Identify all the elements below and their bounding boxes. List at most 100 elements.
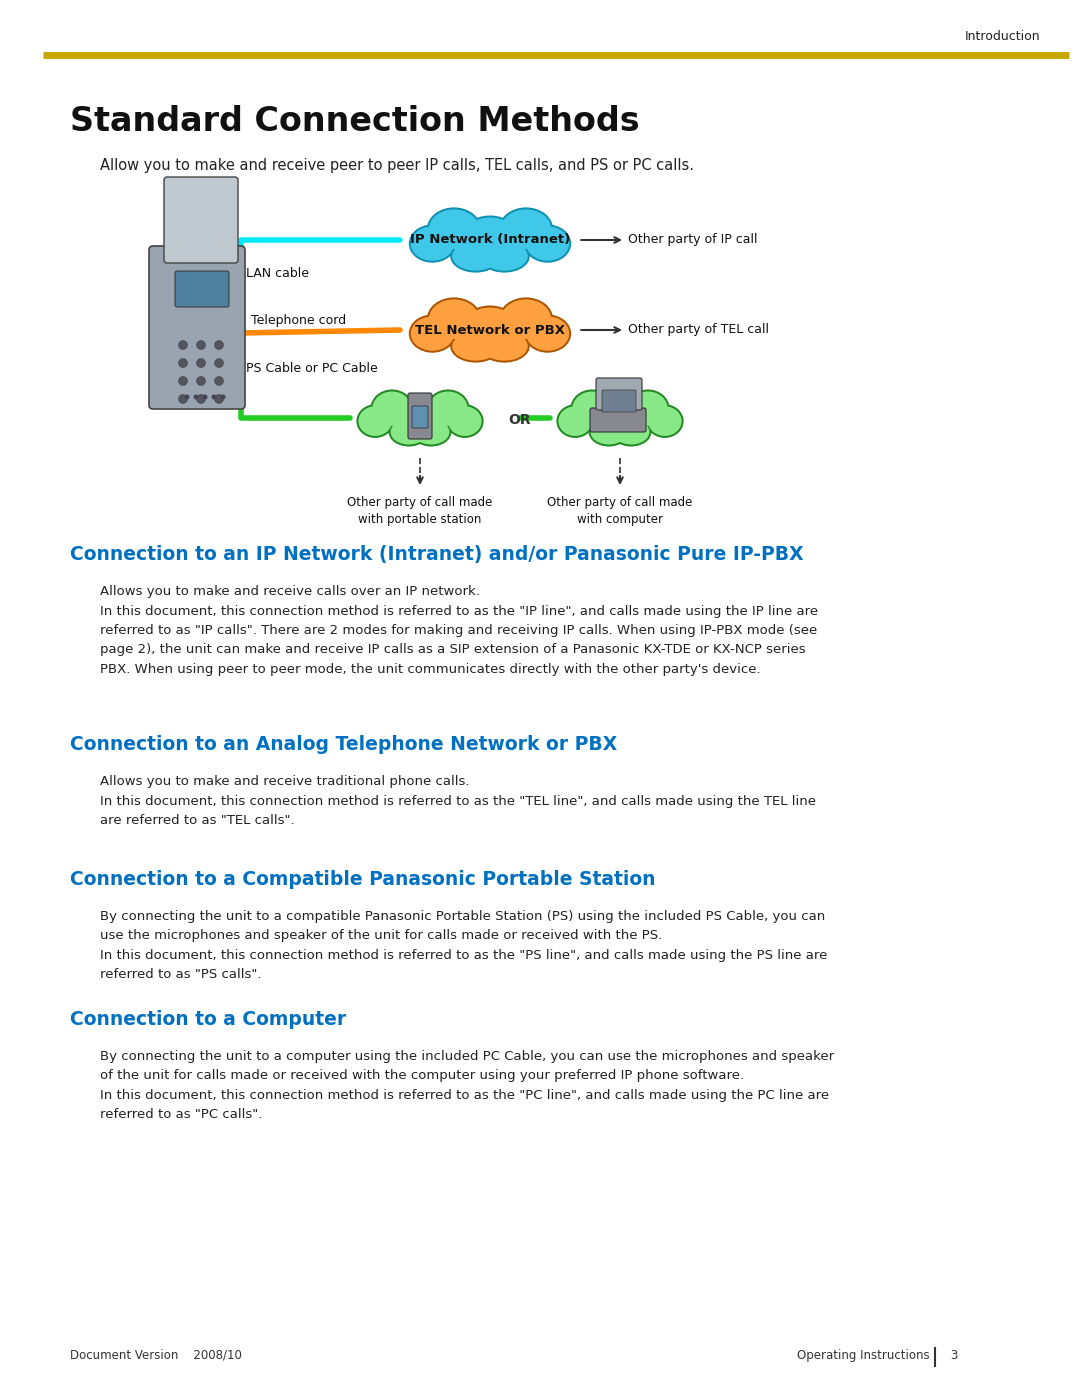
- Text: IP Network (Intranet): IP Network (Intranet): [410, 233, 570, 246]
- Circle shape: [197, 377, 205, 386]
- Ellipse shape: [461, 218, 518, 263]
- Ellipse shape: [591, 419, 627, 444]
- Ellipse shape: [480, 240, 530, 272]
- Ellipse shape: [359, 407, 392, 436]
- FancyBboxPatch shape: [590, 408, 646, 432]
- Ellipse shape: [391, 419, 427, 444]
- Circle shape: [215, 359, 224, 367]
- Ellipse shape: [524, 314, 571, 352]
- Ellipse shape: [611, 418, 651, 447]
- Ellipse shape: [450, 240, 501, 272]
- Circle shape: [178, 394, 188, 404]
- Text: Introduction: Introduction: [964, 29, 1040, 43]
- Ellipse shape: [427, 207, 482, 251]
- Text: Other party of call made
with computer: Other party of call made with computer: [548, 496, 692, 527]
- Ellipse shape: [450, 330, 501, 363]
- FancyBboxPatch shape: [408, 393, 432, 439]
- Text: Allows you to make and receive traditional phone calls.
In this document, this c: Allows you to make and receive tradition…: [100, 775, 816, 827]
- FancyBboxPatch shape: [596, 379, 642, 409]
- Circle shape: [212, 394, 216, 400]
- Circle shape: [197, 394, 205, 404]
- Ellipse shape: [558, 407, 592, 436]
- Ellipse shape: [499, 207, 553, 251]
- Text: Telephone cord: Telephone cord: [251, 314, 346, 327]
- Circle shape: [178, 377, 188, 386]
- FancyBboxPatch shape: [411, 407, 428, 427]
- Ellipse shape: [389, 418, 429, 447]
- Ellipse shape: [356, 404, 394, 437]
- Ellipse shape: [613, 419, 649, 444]
- Text: TEL Network or PBX: TEL Network or PBX: [415, 324, 565, 337]
- Ellipse shape: [459, 306, 521, 355]
- Circle shape: [193, 394, 199, 400]
- Ellipse shape: [429, 391, 468, 426]
- Circle shape: [197, 359, 205, 367]
- Text: Other party of IP call: Other party of IP call: [627, 233, 757, 246]
- Text: OR: OR: [509, 414, 531, 427]
- Text: Other party of call made
with portable station: Other party of call made with portable s…: [348, 496, 492, 527]
- Ellipse shape: [409, 225, 456, 263]
- Ellipse shape: [629, 391, 667, 426]
- Ellipse shape: [410, 317, 454, 351]
- Text: Document Version    2008/10: Document Version 2008/10: [70, 1350, 242, 1362]
- Ellipse shape: [373, 391, 411, 426]
- FancyBboxPatch shape: [164, 177, 238, 263]
- Text: Operating Instructions: Operating Instructions: [797, 1350, 930, 1362]
- Ellipse shape: [589, 418, 629, 447]
- Text: Connection to a Compatible Panasonic Portable Station: Connection to a Compatible Panasonic Por…: [70, 870, 656, 888]
- Ellipse shape: [481, 242, 528, 271]
- Text: By connecting the unit to a compatible Panasonic Portable Station (PS) using the: By connecting the unit to a compatible P…: [100, 909, 827, 982]
- Circle shape: [215, 341, 224, 349]
- Text: Connection to an IP Network (Intranet) and/or Panasonic Pure IP-PBX: Connection to an IP Network (Intranet) a…: [70, 545, 804, 564]
- Ellipse shape: [626, 390, 670, 427]
- FancyBboxPatch shape: [149, 246, 245, 409]
- Ellipse shape: [446, 404, 484, 437]
- Ellipse shape: [526, 226, 569, 261]
- Ellipse shape: [395, 397, 444, 440]
- Ellipse shape: [461, 307, 518, 352]
- Ellipse shape: [501, 299, 551, 339]
- Ellipse shape: [572, 391, 611, 426]
- Ellipse shape: [427, 298, 482, 341]
- Text: Connection to a Computer: Connection to a Computer: [70, 1010, 347, 1030]
- FancyBboxPatch shape: [602, 390, 636, 412]
- Ellipse shape: [597, 398, 643, 437]
- Text: Other party of TEL call: Other party of TEL call: [627, 324, 769, 337]
- Circle shape: [178, 359, 188, 367]
- Ellipse shape: [646, 404, 684, 437]
- Ellipse shape: [524, 225, 571, 263]
- Ellipse shape: [556, 404, 594, 437]
- Ellipse shape: [429, 299, 480, 339]
- Ellipse shape: [499, 298, 553, 341]
- Ellipse shape: [459, 215, 521, 264]
- Ellipse shape: [481, 332, 528, 360]
- Text: Connection to an Analog Telephone Network or PBX: Connection to an Analog Telephone Networ…: [70, 735, 618, 754]
- Text: PS Cable or PC Cable: PS Cable or PC Cable: [246, 362, 378, 374]
- Ellipse shape: [570, 390, 613, 427]
- Circle shape: [215, 394, 224, 404]
- Ellipse shape: [480, 330, 530, 363]
- Ellipse shape: [648, 407, 681, 436]
- Ellipse shape: [413, 419, 449, 444]
- Ellipse shape: [410, 226, 454, 261]
- Text: Allow you to make and receive peer to peer IP calls, TEL calls, and PS or PC cal: Allow you to make and receive peer to pe…: [100, 158, 694, 173]
- Circle shape: [185, 394, 189, 400]
- Ellipse shape: [409, 314, 456, 352]
- Circle shape: [215, 377, 224, 386]
- Ellipse shape: [448, 407, 482, 436]
- Circle shape: [178, 341, 188, 349]
- Ellipse shape: [427, 390, 470, 427]
- Text: LAN cable: LAN cable: [246, 267, 309, 279]
- Text: By connecting the unit to a computer using the included PC Cable, you can use th: By connecting the unit to a computer usi…: [100, 1051, 834, 1122]
- Ellipse shape: [370, 390, 414, 427]
- Ellipse shape: [453, 332, 499, 360]
- FancyBboxPatch shape: [175, 271, 229, 307]
- Circle shape: [203, 394, 207, 400]
- Ellipse shape: [595, 397, 645, 440]
- Text: Standard Connection Methods: Standard Connection Methods: [70, 105, 639, 138]
- Ellipse shape: [429, 210, 480, 249]
- Ellipse shape: [411, 418, 451, 447]
- Ellipse shape: [453, 242, 499, 271]
- Circle shape: [197, 341, 205, 349]
- Text: 3: 3: [950, 1350, 957, 1362]
